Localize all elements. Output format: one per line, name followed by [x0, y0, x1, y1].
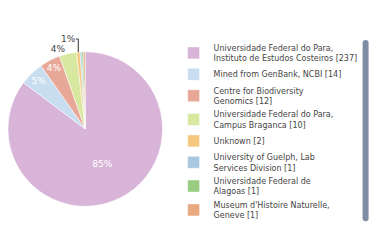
svg-text:85%: 85%	[92, 159, 112, 169]
svg-text:Mined from GenBank, NCBI [14]: Mined from GenBank, NCBI [14]	[214, 70, 342, 79]
svg-text:5%: 5%	[31, 76, 46, 86]
svg-text:Universidade Federal do Para,C: Universidade Federal do Para,Campus Brag…	[214, 110, 334, 129]
svg-text:4%: 4%	[51, 44, 66, 54]
svg-text:Universidade Federal deAlagoas: Universidade Federal deAlagoas [1]	[214, 177, 311, 196]
svg-text:Museum d'Histoire Naturelle,Ge: Museum d'Histoire Naturelle,Geneve [1]	[214, 201, 330, 220]
svg-text:University of Guelph, LabServi: University of Guelph, LabServices Divisi…	[214, 153, 315, 172]
svg-text:Universidade Federal do Para,I: Universidade Federal do Para,Instituto d…	[214, 44, 358, 63]
svg-text:1%: 1%	[61, 34, 76, 44]
svg-text:Centre for BiodiversityGenomic: Centre for BiodiversityGenomics [12]	[214, 87, 304, 106]
svg-text:4%: 4%	[47, 63, 62, 73]
svg-text:Unknown [2]: Unknown [2]	[214, 137, 265, 146]
